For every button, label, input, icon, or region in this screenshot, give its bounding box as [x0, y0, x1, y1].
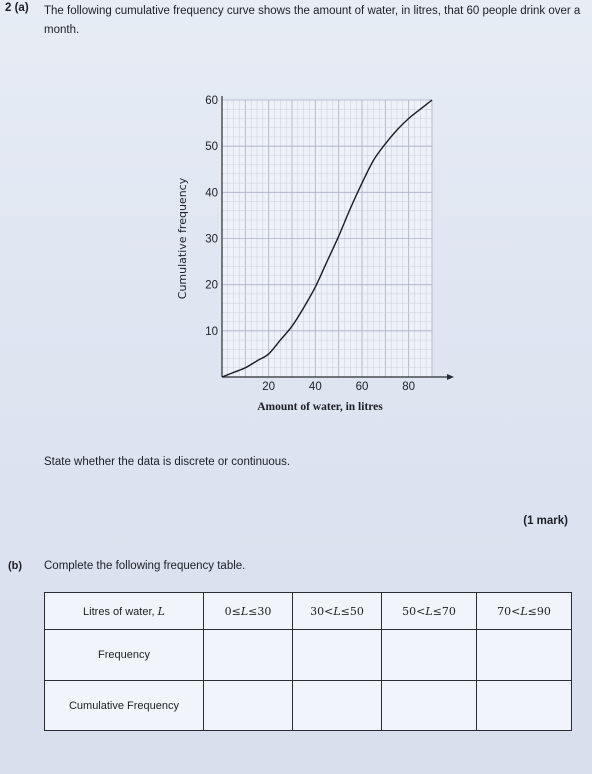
answer-cell[interactable] [476, 680, 572, 731]
range-op: ≤ [340, 604, 350, 618]
range-lo: 50 [402, 604, 417, 618]
answer-cell[interactable] [203, 629, 293, 681]
range-70-90: 70<L≤90 [476, 592, 572, 630]
chart-grid [221, 99, 433, 378]
y-tick-label: 50 [205, 141, 218, 153]
range-op: ≤ [231, 604, 241, 618]
range-op: < [416, 604, 426, 618]
x-tick-label: 20 [262, 381, 275, 393]
range-0-30: 0≤L≤30 [203, 592, 293, 630]
chart-axes [221, 96, 454, 380]
range-hi: 90 [536, 604, 551, 618]
question-prompt: State whether the data is discrete or co… [44, 456, 291, 468]
question-number: 2 (a) [5, 2, 29, 14]
y-tick-label: 60 [205, 95, 218, 107]
y-tick-label: 30 [205, 234, 218, 246]
chart-tick-labels: 20 40 60 80 10 20 30 40 50 60 [205, 95, 415, 393]
range-lo: 30 [310, 604, 325, 618]
cumulative-frequency-curve [221, 99, 433, 378]
answer-cell[interactable] [381, 680, 477, 731]
range-lo: 70 [497, 604, 512, 618]
range-var: L [240, 604, 249, 618]
frequency-row: Frequency [44, 629, 572, 681]
cumulative-frequency-chart: 20 40 60 80 10 20 30 40 50 60 Amount of water, in… [176, 95, 454, 413]
y-axis-label: Cumulative frequency [176, 177, 189, 299]
answer-cell[interactable] [476, 629, 572, 681]
range-hi: 30 [257, 604, 272, 618]
range-var: L [425, 604, 433, 618]
range-var: L [333, 604, 341, 618]
part-b-text: Complete the following frequency table. [44, 560, 246, 572]
y-tick-label: 10 [205, 326, 218, 338]
answer-cell[interactable] [381, 629, 477, 681]
range-op: < [324, 604, 334, 618]
range-var: L [520, 604, 528, 618]
cumulative-frequency-row: Cumulative Frequency [44, 680, 572, 731]
answer-cell[interactable] [203, 680, 293, 731]
range-op: < [511, 604, 521, 618]
question-text: The following cumulative frequency curve… [44, 5, 581, 36]
range-op: ≤ [432, 604, 442, 618]
x-axis-label: Amount of water, in litres [257, 401, 383, 413]
header-litres-var: L [157, 604, 165, 618]
y-tick-label: 20 [205, 280, 218, 292]
part-b-label: (b) [8, 560, 23, 572]
range-50-70: 50<L≤70 [381, 592, 477, 630]
x-tick-label: 40 [309, 381, 322, 393]
y-tick-label: 40 [205, 187, 218, 199]
answer-cell[interactable] [292, 680, 382, 731]
row-label-frequency: Frequency [44, 629, 204, 681]
frequency-table: Litres of water, L 0≤L≤30 30<L≤50 50<L≤7… [44, 592, 572, 731]
range-hi: 70 [441, 604, 456, 618]
header-litres: Litres of water, L [44, 592, 204, 630]
marks-label: (1 mark) [523, 515, 568, 527]
table-header-row: Litres of water, L 0≤L≤30 30<L≤50 50<L≤7… [44, 592, 572, 630]
header-litres-text: Litres of water, [83, 605, 158, 618]
range-op: ≤ [248, 604, 258, 618]
range-op: ≤ [527, 604, 537, 618]
range-hi: 50 [349, 604, 364, 618]
range-30-50: 30<L≤50 [292, 592, 382, 630]
answer-cell[interactable] [292, 629, 382, 681]
row-label-cumulative-frequency: Cumulative Frequency [44, 680, 204, 731]
x-tick-label: 80 [402, 381, 415, 393]
x-axis-arrow [447, 374, 454, 380]
range-lo: 0 [224, 604, 232, 618]
x-tick-label: 60 [356, 381, 369, 393]
